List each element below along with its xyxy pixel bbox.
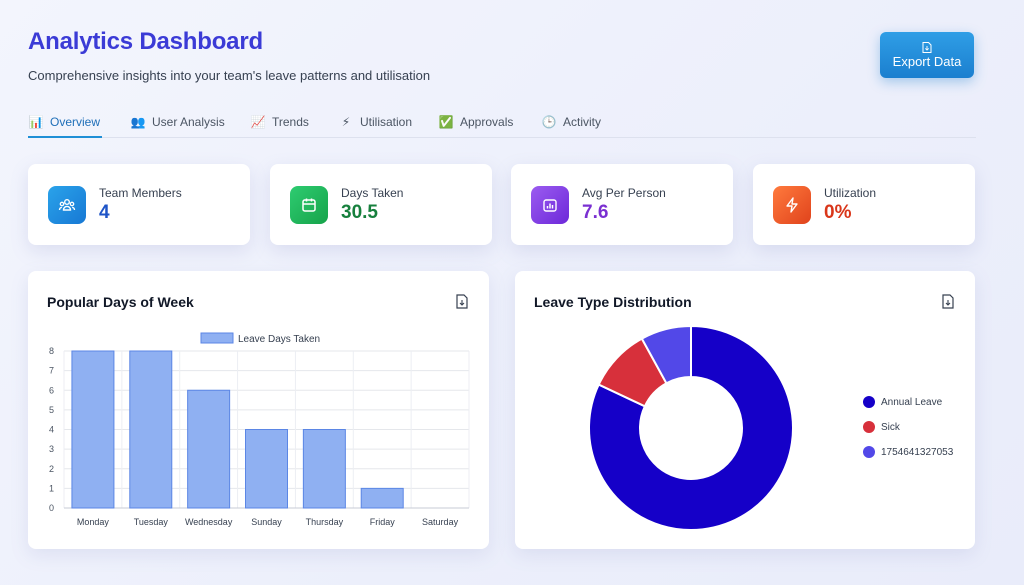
- legend-item: Annual Leave: [863, 396, 942, 408]
- y-tick-label: 4: [49, 425, 54, 435]
- legend-dot: [863, 446, 875, 458]
- bar-wednesday: [187, 389, 231, 509]
- x-tick-label: Tuesday: [134, 517, 169, 527]
- legend-dot: [863, 421, 875, 433]
- tab-activity[interactable]: 🕒 Activity: [541, 112, 602, 138]
- y-tick-label: 1: [49, 483, 54, 493]
- tab-utilisation[interactable]: ⚡ Utilisation: [338, 112, 412, 138]
- bar-thursday: [302, 429, 346, 509]
- donut-slice-2: [640, 324, 692, 385]
- bar-chart-icon: [531, 186, 569, 224]
- leave-type-panel: Leave Type Distribution Annual Leave Sick…: [515, 271, 975, 549]
- stat-card-days-taken: Days Taken 30.5: [270, 164, 492, 245]
- tab-user-analysis[interactable]: 👥 User Analysis: [130, 112, 225, 138]
- calendar-icon: [290, 186, 328, 224]
- bar-tuesday: [129, 350, 173, 509]
- x-tick-label: Sunday: [251, 517, 282, 527]
- stat-label: Days Taken: [341, 186, 404, 200]
- users-icon: 👥: [130, 115, 146, 129]
- tab-label: Activity: [563, 115, 602, 129]
- clock-icon: 🕒: [541, 115, 557, 129]
- legend-label: Annual Leave: [881, 396, 943, 408]
- tab-label: Overview: [50, 115, 101, 129]
- page-title: Analytics Dashboard: [28, 28, 263, 55]
- bar-monday: [71, 350, 115, 509]
- x-tick-label: Saturday: [422, 517, 459, 527]
- y-tick-label: 0: [49, 503, 54, 513]
- lightning-icon: ⚡: [341, 115, 351, 129]
- file-download-icon: [922, 41, 932, 53]
- y-tick-label: 5: [49, 405, 54, 415]
- tab-label: Approvals: [460, 115, 514, 129]
- tab-approvals[interactable]: ✅ Approvals: [438, 112, 514, 138]
- check-box-icon: ✅: [438, 115, 454, 129]
- y-tick-label: 7: [49, 366, 54, 376]
- download-icon[interactable]: [941, 294, 955, 309]
- popular-days-panel: Popular Days of Week 0 1 2 3 4 5 6 7 8 Monday Tues…: [28, 271, 489, 549]
- x-tick-label: Monday: [77, 517, 110, 527]
- stat-label: Utilization: [824, 186, 877, 200]
- export-data-label: Export Data: [892, 53, 962, 69]
- download-icon[interactable]: [455, 294, 469, 309]
- trend-chart-icon: 📈: [250, 115, 266, 129]
- stat-label: Team Members: [99, 186, 182, 200]
- y-tick-label: 8: [49, 346, 54, 356]
- y-tick-label: 6: [49, 385, 54, 395]
- stat-label: Avg Per Person: [582, 186, 666, 200]
- legend-dot: [863, 396, 875, 408]
- tab-label: Utilisation: [360, 115, 413, 129]
- legend-swatch: [200, 332, 234, 344]
- tab-label: Trends: [272, 115, 309, 129]
- x-tick-label: Wednesday: [185, 517, 233, 527]
- donut-slice-0: [588, 324, 794, 531]
- x-tick-label: Friday: [370, 517, 396, 527]
- bar-sunday: [245, 429, 288, 509]
- stat-value: 7.6: [582, 202, 609, 223]
- stat-card-avg-per-person: Avg Per Person 7.6: [511, 164, 733, 245]
- export-data-button[interactable]: Export Data: [880, 32, 974, 78]
- tab-bar: 📊 Overview 👥 User Analysis 📈 Trends ⚡ Utilisati…: [28, 112, 976, 138]
- stat-value: 30.5: [341, 202, 378, 223]
- legend-label: Sick: [881, 421, 900, 433]
- page-subtitle: Comprehensive insights into your team's …: [28, 68, 431, 83]
- bar-chart: 0 1 2 3 4 5 6 7 8 Monday Tuesday Wednesday Sunday Thu…: [49, 332, 470, 527]
- tab-trends[interactable]: 📈 Trends: [250, 112, 309, 138]
- legend-item: 1754641327053: [863, 446, 953, 458]
- bar-friday: [360, 487, 404, 509]
- leave-type-title: Leave Type Distribution: [534, 294, 692, 310]
- x-tick-label: Thursday: [306, 517, 344, 527]
- stat-card-utilization: Utilization 0%: [753, 164, 975, 245]
- page-header: Analytics Dashboard Comprehensive insigh…: [28, 28, 430, 83]
- donut-chart: [588, 324, 794, 531]
- legend-label: Leave Days Taken: [238, 334, 320, 345]
- legend-label: 1754641327053: [881, 446, 954, 458]
- legend-item: Sick: [863, 421, 900, 433]
- team-icon: [48, 186, 86, 224]
- stat-value: 4: [99, 202, 110, 223]
- y-tick-label: 2: [49, 464, 54, 474]
- y-tick-label: 3: [49, 444, 54, 454]
- bar-chart-icon: 📊: [28, 115, 44, 129]
- tab-label: User Analysis: [152, 115, 225, 129]
- lightning-icon: [773, 186, 811, 224]
- popular-days-title: Popular Days of Week: [47, 294, 194, 310]
- stat-value: 0%: [824, 202, 852, 223]
- stat-card-team-members: Team Members 4: [28, 164, 250, 245]
- tab-overview[interactable]: 📊 Overview: [28, 112, 103, 138]
